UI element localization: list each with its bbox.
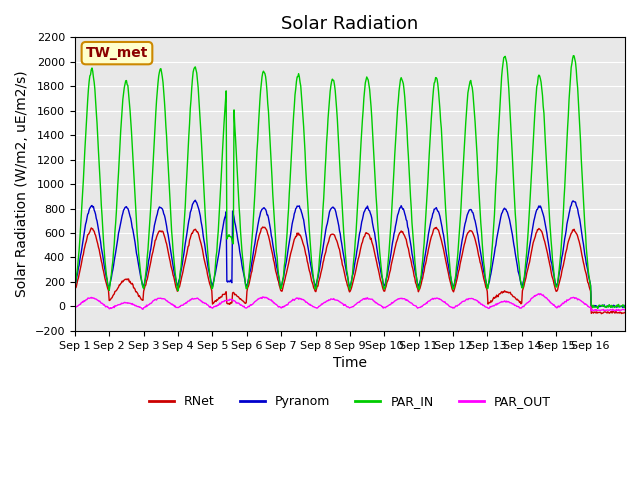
RNet bbox=[285, 257, 293, 263]
PAR_IN bbox=[570, 53, 577, 59]
RNet bbox=[621, 310, 629, 315]
PAR_IN bbox=[71, 283, 79, 289]
Legend: RNet, Pyranom, PAR_IN, PAR_OUT: RNet, Pyranom, PAR_IN, PAR_OUT bbox=[144, 390, 556, 413]
RNet bbox=[71, 287, 79, 293]
PAR_OUT bbox=[71, 304, 79, 310]
RNet bbox=[598, 311, 605, 316]
RNet bbox=[408, 259, 415, 264]
PAR_OUT bbox=[406, 300, 414, 306]
PAR_OUT bbox=[285, 300, 292, 306]
RNet bbox=[136, 293, 143, 299]
PAR_OUT bbox=[588, 308, 595, 313]
PAR_OUT bbox=[264, 295, 271, 301]
PAR_IN bbox=[285, 206, 292, 212]
RNet bbox=[237, 296, 244, 301]
PAR_IN bbox=[237, 228, 244, 234]
PAR_OUT bbox=[438, 297, 445, 303]
PAR_IN bbox=[594, 306, 602, 312]
PAR_IN bbox=[406, 194, 414, 200]
RNet bbox=[259, 224, 267, 230]
Pyranom bbox=[621, 302, 629, 308]
X-axis label: Time: Time bbox=[333, 356, 367, 370]
Title: Solar Radiation: Solar Radiation bbox=[281, 15, 419, 33]
Pyranom bbox=[237, 257, 245, 263]
Pyranom bbox=[408, 244, 415, 250]
PAR_OUT bbox=[237, 302, 244, 308]
Line: PAR_IN: PAR_IN bbox=[75, 56, 625, 309]
Pyranom bbox=[619, 305, 627, 311]
PAR_OUT bbox=[136, 304, 143, 310]
Pyranom bbox=[191, 197, 199, 203]
Line: Pyranom: Pyranom bbox=[75, 200, 625, 308]
Line: RNet: RNet bbox=[75, 227, 625, 313]
PAR_IN bbox=[136, 257, 143, 263]
RNet bbox=[438, 240, 446, 246]
PAR_OUT bbox=[535, 291, 543, 297]
PAR_IN bbox=[438, 126, 445, 132]
Pyranom bbox=[71, 283, 79, 289]
Line: PAR_OUT: PAR_OUT bbox=[75, 294, 625, 311]
Pyranom bbox=[438, 224, 446, 230]
Pyranom bbox=[285, 240, 293, 245]
Y-axis label: Solar Radiation (W/m2, uE/m2/s): Solar Radiation (W/m2, uE/m2/s) bbox=[15, 71, 29, 298]
Pyranom bbox=[136, 266, 143, 272]
Text: TW_met: TW_met bbox=[86, 46, 148, 60]
RNet bbox=[264, 233, 272, 239]
PAR_OUT bbox=[621, 307, 629, 312]
PAR_IN bbox=[621, 304, 629, 310]
Pyranom bbox=[264, 215, 272, 221]
PAR_IN bbox=[264, 101, 271, 107]
